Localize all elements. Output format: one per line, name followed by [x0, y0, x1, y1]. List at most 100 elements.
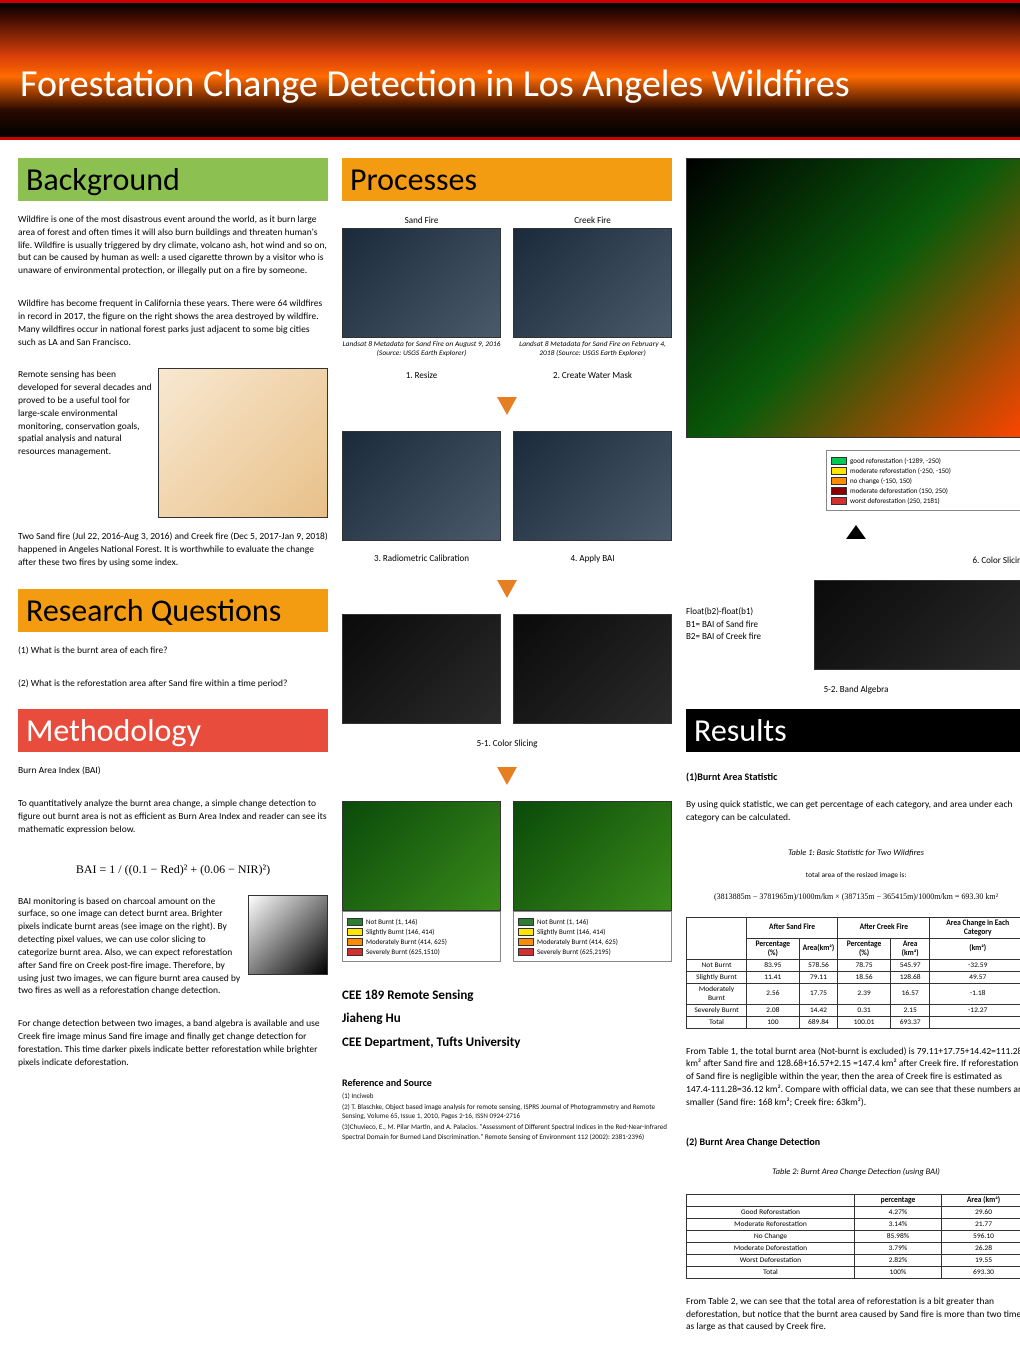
table2: percentageArea (km²)Good Reforestation4.… — [686, 1194, 1020, 1279]
course-code: CEE 189 Remote Sensing — [342, 984, 672, 1007]
legend-row: Severely Burnt (625,2195) — [518, 947, 667, 956]
arrow-up-1 — [846, 525, 866, 539]
slice-imgs: Not Burnt (1, 146)Slightly Burnt (146, 4… — [342, 801, 672, 962]
alg-l3: B2= BAI of Creek fire — [686, 631, 806, 644]
legend-row: Slightly Burnt (146, 414) — [518, 927, 667, 936]
legend-label: worst deforestation (250, 2181) — [850, 496, 940, 505]
legend-swatch — [347, 918, 363, 926]
legend-row: moderate deforestation (150, 250) — [831, 486, 1020, 495]
refs-heading: Reference and Source — [342, 1076, 672, 1089]
ref-2: (2) T. Blaschke, Object based image anal… — [342, 1102, 672, 1120]
algebra-block: Float(b2)-float(b1) B1= BAI of Sand fire… — [686, 580, 1020, 670]
legend-swatch — [831, 457, 847, 465]
legend-swatch — [518, 928, 534, 936]
area-formula: (3813885m − 3781965m)/1000m/km × (387135… — [686, 892, 1020, 901]
legend-row: worst deforestation (250, 2181) — [831, 496, 1020, 505]
result-map — [686, 158, 1020, 438]
bg-p2: Wildfire has become frequent in Californ… — [18, 297, 328, 348]
algebra-text: Float(b2)-float(b1) B1= BAI of Sand fire… — [686, 606, 806, 644]
bai-formula: BAI = 1 / ((0.1 − Red)² + (0.06 − NIR)²) — [18, 862, 328, 877]
resize-img-b — [513, 431, 672, 541]
legend-label: Severely Burnt (625,1510) — [366, 947, 440, 956]
main-grid: Background Wildfire is one of the most d… — [0, 140, 1020, 1359]
legend-label: Severely Burnt (625,2195) — [537, 947, 611, 956]
step-row-1: 1. Resize 2. Create Water Mask — [342, 370, 672, 381]
table-row: Slightly Burnt11.4179.1118.56128.6849.57 — [687, 971, 1020, 983]
legend-label: good reforestation (-1289, -250) — [850, 456, 941, 465]
processes-heading: Processes — [342, 158, 672, 201]
legend-row: Moderately Burnt (414, 625) — [347, 937, 496, 946]
legend-swatch — [518, 948, 534, 956]
legend-label: Slightly Burnt (146, 414) — [537, 927, 605, 936]
affiliation: CEE Department, Tufts University — [342, 1031, 672, 1054]
legend-label: Not Burnt (1, 146) — [366, 917, 417, 926]
author-name: Jiaheng Hu — [342, 1007, 672, 1030]
legend-swatch — [831, 497, 847, 505]
arrow-2 — [497, 580, 517, 598]
legend-label: Moderately Burnt (414, 625) — [366, 937, 447, 946]
table-row: Not Burnt83.95578.5678.75545.97-32.59 — [687, 959, 1020, 971]
resize-img-a — [342, 431, 501, 541]
slice-img-b — [513, 801, 672, 911]
creek-label: Creek Fire — [513, 215, 672, 226]
refs-block: Reference and Source (1) Inciweb (2) T. … — [342, 1066, 672, 1140]
rq-1: (1) What is the burnt area of each fire? — [18, 644, 328, 657]
legend-swatch — [347, 948, 363, 956]
res-p1: By using quick statistic, we can get per… — [686, 798, 1020, 824]
rq-heading: Research Questions — [18, 589, 328, 632]
legend-swatch — [518, 918, 534, 926]
slice-a-block: Not Burnt (1, 146)Slightly Burnt (146, 4… — [342, 801, 501, 962]
arrow-1 — [497, 397, 517, 415]
legend-swatch — [831, 487, 847, 495]
creek-block: Creek Fire Landsat 8 Metadata for Sand F… — [513, 213, 672, 358]
legend-label: Slightly Burnt (146, 414) — [366, 927, 434, 936]
legend-label: Not Burnt (1, 146) — [537, 917, 588, 926]
bg-p4: Two Sand fire (Jul 22, 2016-Aug 3, 2016)… — [18, 530, 328, 568]
legend-row: moderate reforestation (-250, -150) — [831, 466, 1020, 475]
col-left: Background Wildfire is one of the most d… — [18, 158, 328, 1341]
legend-burnt-b: Not Burnt (1, 146)Slightly Burnt (146, 4… — [513, 911, 672, 962]
poster-title: Forestation Change Detection in Los Ange… — [20, 61, 850, 107]
step4-imgs — [342, 614, 672, 724]
col-right: good reforestation (-1289, -250)moderate… — [686, 158, 1020, 1341]
table-row: Severely Burnt2.0814.420.312.15-12.27 — [687, 1004, 1020, 1016]
col-mid: Processes Sand Fire Landsat 8 Metadata f… — [342, 158, 672, 1341]
step-row-2: 3. Radiometric Calibration 4. Apply BAI — [342, 553, 672, 564]
sand-label: Sand Fire — [342, 215, 501, 226]
bg-p1: Wildfire is one of the most disastrous e… — [18, 213, 328, 277]
step2-imgs — [342, 431, 672, 541]
slice-b-block: Not Burnt (1, 146)Slightly Burnt (146, 4… — [513, 801, 672, 962]
ref-1: (1) Inciweb — [342, 1091, 672, 1100]
legend-swatch — [347, 928, 363, 936]
slice-img-a — [342, 801, 501, 911]
step3-label: 3. Radiometric Calibration — [342, 553, 501, 564]
method-p1: To quantitatively analyze the burnt area… — [18, 797, 328, 835]
bai-sample-img — [248, 895, 328, 975]
res-h2: (2) Burnt Area Change Detection — [686, 1135, 1020, 1148]
rq-2: (2) What is the reforestation area after… — [18, 677, 328, 690]
legend-row: no change (-150, 150) — [831, 476, 1020, 485]
method-heading: Methodology — [18, 709, 328, 752]
ref-3: (3)Chuvieco, E., M. Pilar Martin, and A.… — [342, 1122, 672, 1140]
algebra-img — [814, 580, 1020, 670]
creek-caption: Landsat 8 Metadata for Sand Fire on Febr… — [513, 340, 672, 358]
table-row: Moderately Burnt2.5617.752.3916.57-1.18 — [687, 983, 1020, 1004]
res-p3: From Table 2, we can see that the total … — [686, 1295, 1020, 1333]
sand-block: Sand Fire Landsat 8 Metadata for Sand Fi… — [342, 213, 501, 358]
results-heading: Results — [686, 709, 1020, 752]
alg-l2: B1= BAI of Sand fire — [686, 619, 806, 632]
method-p2-wrap: BAI monitoring is based on charcoal amou… — [18, 895, 328, 1006]
poster-root: Forestation Change Detection in Los Ange… — [0, 0, 1020, 1359]
step1-label: 1. Resize — [342, 370, 501, 381]
legend-row: Not Burnt (1, 146) — [347, 917, 496, 926]
legend-label: no change (-150, 150) — [850, 476, 912, 485]
legend-swatch — [347, 938, 363, 946]
method-h1: Burn Area Index (BAI) — [18, 764, 328, 777]
legend-label: Moderately Burnt (414, 625) — [537, 937, 618, 946]
legend-label: moderate reforestation (-250, -150) — [850, 466, 951, 475]
bg-p3-wrap: Remote sensing has been developed for se… — [18, 368, 328, 518]
arrow-3 — [497, 767, 517, 785]
california-map — [158, 368, 328, 518]
t2-title: Table 2: Burnt Area Change Detection (us… — [686, 1167, 1020, 1177]
landsat-pair: Sand Fire Landsat 8 Metadata for Sand Fi… — [342, 213, 672, 358]
